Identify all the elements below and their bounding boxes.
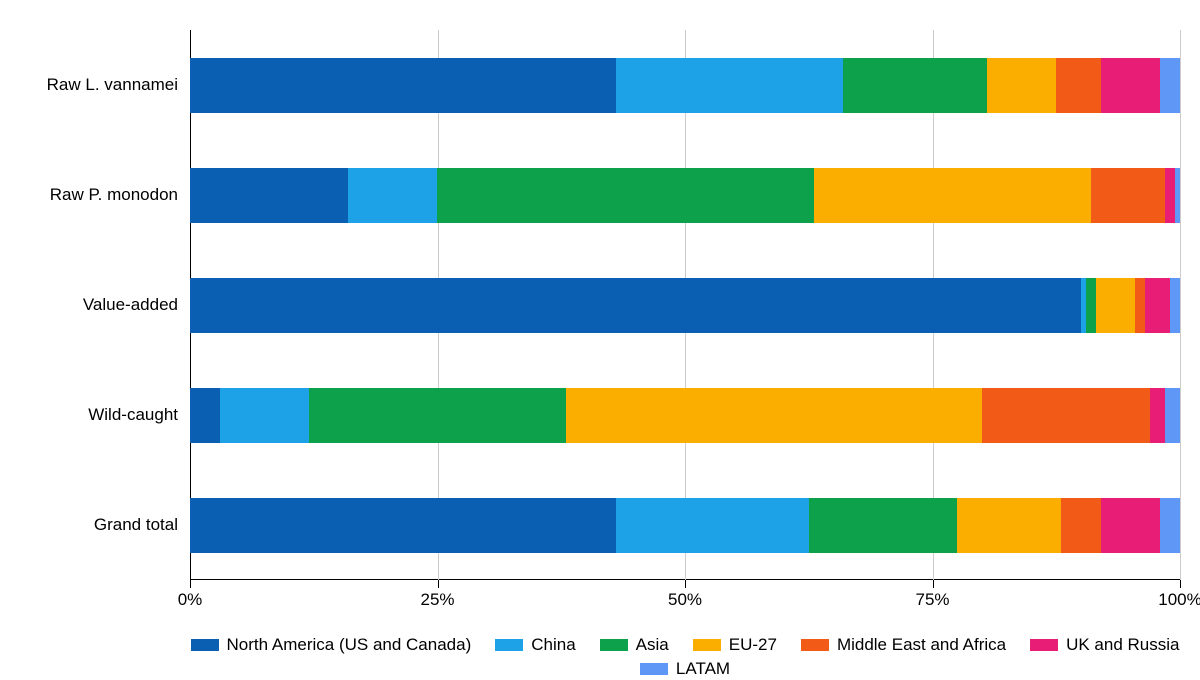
legend-swatch: [600, 639, 628, 651]
bar-segment-na: [190, 278, 1081, 333]
bar-row: [190, 168, 1180, 223]
legend-item: UK and Russia: [1030, 635, 1179, 655]
bar-segment-na: [190, 388, 220, 443]
legend-label: Asia: [636, 635, 669, 655]
bar-segment-mea: [1091, 168, 1165, 223]
category-label: Raw L. vannamei: [47, 75, 178, 95]
x-tick-mark: [190, 580, 191, 588]
legend-label: EU-27: [729, 635, 777, 655]
bar-segment-mea: [1056, 58, 1101, 113]
category-label: Raw P. monodon: [50, 185, 178, 205]
bar-segment-eu27: [1096, 278, 1136, 333]
bar-segment-ukru: [1150, 388, 1165, 443]
legend-swatch: [801, 639, 829, 651]
bar-segment-latam: [1160, 58, 1180, 113]
bar-segment-china: [616, 58, 844, 113]
x-tick-label: 100%: [1158, 590, 1200, 610]
bar-segment-na: [190, 168, 348, 223]
bar-segment-mea: [1135, 278, 1145, 333]
bar-row: [190, 278, 1180, 333]
bar-segment-ukru: [1101, 498, 1160, 553]
bar-segment-mea: [982, 388, 1150, 443]
x-tick-label: 0%: [178, 590, 203, 610]
x-tick-mark: [438, 580, 439, 588]
bar-segment-eu27: [814, 168, 1091, 223]
legend-item: North America (US and Canada): [191, 635, 472, 655]
bar-segment-latam: [1170, 278, 1180, 333]
bar-segment-mea: [1061, 498, 1101, 553]
bar-segment-eu27: [957, 498, 1061, 553]
x-tick-label: 25%: [420, 590, 454, 610]
legend-item: EU-27: [693, 635, 777, 655]
bar-segment-china: [616, 498, 809, 553]
x-tick-mark: [933, 580, 934, 588]
bar-segment-latam: [1175, 168, 1180, 223]
bar-segment-eu27: [566, 388, 982, 443]
legend-item: China: [495, 635, 575, 655]
plot-area: 0%25%50%75%100%Raw L. vannameiRaw P. mon…: [190, 30, 1180, 580]
legend-item: Asia: [600, 635, 669, 655]
bar-row: [190, 498, 1180, 553]
legend-item: Middle East and Africa: [801, 635, 1006, 655]
bar-row: [190, 388, 1180, 443]
legend-label: China: [531, 635, 575, 655]
bar-segment-latam: [1165, 388, 1180, 443]
category-label: Value-added: [83, 295, 178, 315]
bar-segment-asia: [809, 498, 958, 553]
bar-segment-china: [348, 168, 437, 223]
legend-swatch: [191, 639, 219, 651]
x-tick-label: 50%: [668, 590, 702, 610]
legend-swatch: [495, 639, 523, 651]
bar-segment-ukru: [1145, 278, 1170, 333]
legend-swatch: [1030, 639, 1058, 651]
legend-item: LATAM: [640, 659, 730, 679]
bar-segment-eu27: [987, 58, 1056, 113]
bar-segment-asia: [309, 388, 566, 443]
bar-segment-ukru: [1101, 58, 1160, 113]
bar-segment-ukru: [1165, 168, 1175, 223]
category-label: Grand total: [94, 515, 178, 535]
legend-label: UK and Russia: [1066, 635, 1179, 655]
bar-segment-na: [190, 498, 616, 553]
bar-segment-latam: [1160, 498, 1180, 553]
legend-label: Middle East and Africa: [837, 635, 1006, 655]
legend-label: LATAM: [676, 659, 730, 679]
grid-line: [1180, 30, 1181, 580]
legend: North America (US and Canada) China Asia EU…: [190, 635, 1180, 679]
bar-segment-na: [190, 58, 616, 113]
legend-swatch: [640, 663, 668, 675]
legend-swatch: [693, 639, 721, 651]
x-tick-label: 75%: [915, 590, 949, 610]
chart-container: 0% 25% 50% 75% 100% Raw L. vannamei Raw P. mon…: [0, 0, 1200, 680]
bar-segment-asia: [1086, 278, 1096, 333]
x-tick-mark: [685, 580, 686, 588]
category-label: Wild-caught: [88, 405, 178, 425]
legend-label: North America (US and Canada): [227, 635, 472, 655]
bar-segment-asia: [843, 58, 987, 113]
bar-segment-china: [220, 388, 309, 443]
bar-segment-asia: [437, 168, 813, 223]
x-tick-mark: [1180, 580, 1181, 588]
bar-row: [190, 58, 1180, 113]
